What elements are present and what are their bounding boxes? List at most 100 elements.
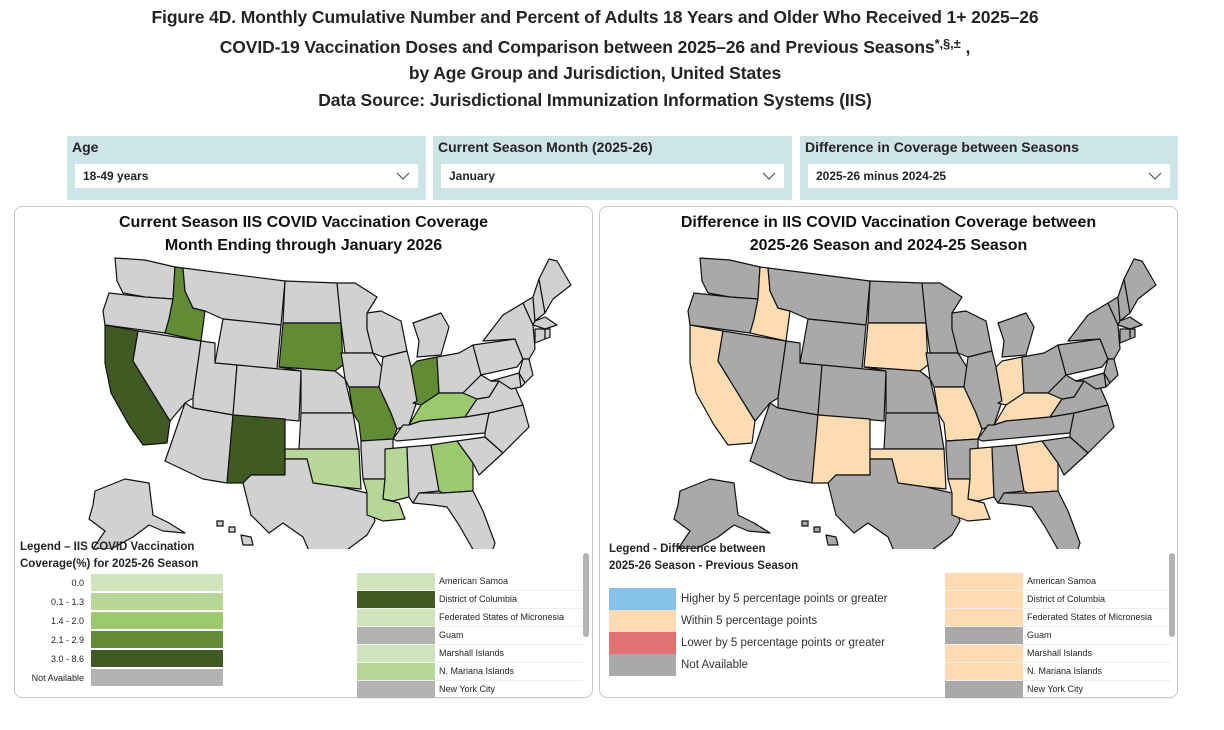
state-sd[interactable] (863, 322, 929, 372)
title-line-4: Data Source: Jurisdictional Immunization… (318, 89, 872, 110)
coverage-legend-item[interactable]: 0.1 - 1.3 (20, 592, 223, 611)
territory-name: N. Mariana Islands (439, 666, 515, 676)
difference-legend-item[interactable]: Higher by 5 percentage points or greater (609, 588, 887, 610)
state-wa[interactable] (699, 257, 761, 300)
state-ak[interactable] (673, 478, 771, 549)
coverage-legend-item[interactable]: Not Available (20, 668, 223, 687)
state-ny[interactable] (482, 302, 536, 360)
coverage-legend-item[interactable]: 1.4 - 2.0 (20, 611, 223, 630)
state-ms[interactable] (382, 446, 410, 502)
state-mi[interactable] (997, 312, 1035, 358)
age-slicer-label: Age (72, 139, 99, 155)
state-wy[interactable] (214, 318, 282, 370)
territory-row[interactable]: Guam (945, 627, 1171, 645)
state-wi[interactable] (951, 310, 993, 358)
state-ct[interactable] (1119, 328, 1131, 344)
territory-row[interactable]: N. Mariana Islands (945, 663, 1171, 681)
territory-row[interactable]: New York City (945, 681, 1171, 699)
state-ny[interactable] (1067, 302, 1121, 360)
difference-slicer-label: Difference in Coverage between Seasons (805, 139, 1079, 155)
state-sd[interactable] (278, 322, 344, 372)
territory-row[interactable]: American Samoa (945, 573, 1171, 591)
state-fl[interactable] (997, 490, 1081, 549)
state-wa[interactable] (114, 257, 176, 300)
state-nj[interactable] (1103, 358, 1119, 384)
territory-row[interactable]: District of Columbia (357, 591, 583, 609)
state-wi[interactable] (366, 310, 408, 358)
state-me[interactable] (538, 258, 572, 314)
title-line-1: Figure 4D. Monthly Cumulative Number and… (151, 7, 1039, 27)
coverage-legend-item[interactable]: 3.0 - 8.6 (20, 649, 223, 668)
coverage-territory-list: American Samoa District of Columbia Federa… (357, 573, 583, 699)
month-dropdown[interactable]: January (441, 164, 784, 188)
territory-row[interactable]: Federated States of Micronesia (945, 609, 1171, 627)
coverage-legend-item[interactable]: 2.1 - 2.9 (20, 630, 223, 649)
chevron-down-icon (1148, 172, 1162, 180)
state-hi[interactable] (825, 534, 839, 546)
state-sc[interactable] (456, 436, 504, 476)
age-dropdown[interactable]: 18-49 years (75, 164, 418, 188)
chevron-down-icon (396, 172, 410, 180)
state-mi[interactable] (412, 312, 450, 358)
state-ks[interactable] (298, 412, 360, 450)
state-wy[interactable] (799, 318, 867, 370)
territory-row[interactable]: District of Columbia (945, 591, 1171, 609)
state-nd[interactable] (282, 280, 342, 324)
state-md[interactable] (490, 372, 522, 390)
coverage-legend-label: Not Available (31, 672, 84, 683)
coverage-legend-swatch (91, 669, 223, 686)
state-hi-island-0[interactable] (801, 520, 809, 527)
difference-legend-title: Legend - Difference between 2025-26 Seas… (609, 543, 799, 572)
state-hi-island-0[interactable] (216, 520, 224, 527)
territory-name: American Samoa (1027, 576, 1097, 586)
state-nm[interactable] (226, 414, 286, 484)
state-co[interactable] (817, 364, 887, 422)
territory-row[interactable]: Marshall Islands (357, 645, 583, 663)
state-ia[interactable] (925, 352, 969, 388)
state-ia[interactable] (340, 352, 384, 388)
state-ct[interactable] (534, 328, 546, 344)
state-ma[interactable] (532, 316, 558, 330)
state-nm[interactable] (811, 414, 871, 484)
territory-row[interactable]: Marshall Islands (945, 645, 1171, 663)
territory-row[interactable]: Guam (357, 627, 583, 645)
state-tx[interactable] (242, 458, 376, 549)
territory-row[interactable]: N. Mariana Islands (357, 663, 583, 681)
state-ak[interactable] (88, 478, 186, 549)
difference-legend-item[interactable]: Within 5 percentage points (609, 610, 887, 632)
coverage-legend-item[interactable]: 0.0 (20, 573, 223, 592)
state-hi-island-1[interactable] (228, 526, 236, 533)
figure-title: Figure 4D. Monthly Cumulative Number and… (0, 4, 1190, 113)
state-co[interactable] (232, 364, 302, 422)
territory-name: American Samoa (439, 576, 509, 586)
state-ks[interactable] (883, 412, 945, 450)
state-nd[interactable] (867, 280, 927, 324)
state-ma[interactable] (1117, 316, 1143, 330)
coverage-territory-scrollbar[interactable] (583, 553, 589, 637)
coverage-legend: Legend – IIS COVID Vaccination Coverage(… (20, 539, 223, 687)
state-pa[interactable] (1057, 338, 1109, 376)
footnote-markers[interactable]: *,§,± (934, 35, 961, 51)
state-pa[interactable] (472, 338, 524, 376)
state-sc[interactable] (1041, 436, 1089, 476)
month-slicer: Current Season Month (2025-26) January (433, 136, 792, 200)
territory-row[interactable]: New York City (357, 681, 583, 699)
state-ri[interactable] (1129, 328, 1136, 340)
territory-row[interactable]: American Samoa (357, 573, 583, 591)
coverage-legend-label: 1.4 - 2.0 (50, 615, 84, 626)
state-hi-island-1[interactable] (813, 526, 821, 533)
state-ms[interactable] (967, 446, 995, 502)
state-nj[interactable] (518, 358, 534, 384)
territory-row[interactable]: Federated States of Micronesia (357, 609, 583, 627)
state-ri[interactable] (544, 328, 551, 340)
state-hi[interactable] (240, 534, 254, 546)
difference-us-map (673, 257, 1157, 549)
difference-legend-item[interactable]: Not Available (609, 654, 887, 676)
state-tx[interactable] (827, 458, 961, 549)
difference-territory-scrollbar[interactable] (1169, 553, 1175, 637)
state-fl[interactable] (412, 490, 496, 549)
difference-dropdown[interactable]: 2025-26 minus 2024-25 (808, 164, 1170, 188)
difference-legend-item[interactable]: Lower by 5 percentage points or greater (609, 632, 887, 654)
state-md[interactable] (1075, 372, 1107, 390)
state-me[interactable] (1123, 258, 1157, 314)
